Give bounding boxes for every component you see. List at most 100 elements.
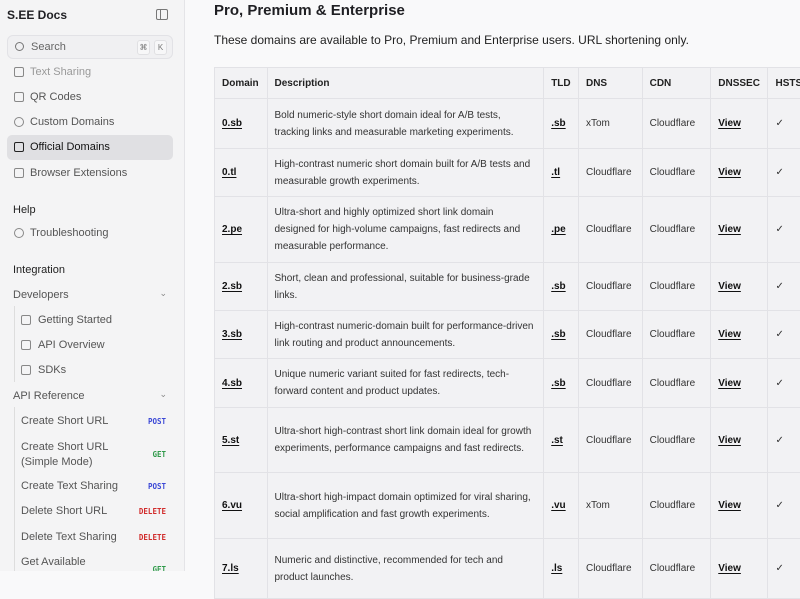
cell-hsts-check: ✓ (768, 408, 800, 473)
cell-domain-link: 0.tl (215, 149, 268, 197)
table-row: 4.sb Unique numeric variant suited for fa… (215, 359, 800, 408)
tld-link[interactable]: .sb (551, 281, 565, 292)
table-row: 2.pe Ultra-short and highly optimized sho… (215, 197, 800, 263)
description: Ultra-short high-contrast short link dom… (275, 426, 532, 454)
cell-cdn-provider: Cloudflare (642, 263, 711, 311)
cell-dnssec-view-link: View (711, 149, 768, 197)
dnssec-view-link[interactable]: View (718, 500, 741, 511)
description: High-contrast numeric-domain built for p… (275, 321, 534, 349)
method-badge: POST (148, 479, 166, 494)
method-badge: GET (152, 447, 166, 462)
domain-link[interactable]: 4.sb (222, 378, 242, 389)
description: Unique numeric variant suited for fast r… (275, 369, 510, 397)
label: Create Short URL (Simple Mode) (21, 441, 108, 468)
sidebar-item-api-overview[interactable]: API Overview (21, 338, 171, 353)
cell-hsts-check: ✓ (768, 263, 800, 311)
description: Bold numeric-style short domain ideal fo… (275, 110, 514, 138)
domain-link[interactable]: 0.tl (222, 167, 236, 178)
description: Ultra-short and highly optimized short l… (275, 207, 521, 252)
dnssec-view-link[interactable]: View (718, 118, 741, 129)
sidebar-item-text-sharing[interactable]: Text Sharing (7, 60, 173, 85)
help-circle-icon (14, 228, 24, 238)
dnssec-view-link[interactable]: View (718, 378, 741, 389)
cell-dns-provider: Cloudflare (578, 149, 642, 197)
column-header: CDN (642, 68, 711, 99)
search-placeholder: Search (31, 41, 66, 53)
cell-dns-provider: Cloudflare (578, 539, 642, 599)
hsts-check: ✓ (775, 224, 783, 235)
tld-link[interactable]: .ls (551, 563, 562, 574)
group-developers[interactable]: Developers⌄ (13, 289, 173, 301)
tld-link[interactable]: .st (551, 435, 563, 446)
cell-domain-link: 6.vu (215, 473, 268, 539)
sidebar-item-official-domains[interactable]: Official Domains (7, 135, 173, 160)
cdn-provider: Cloudflare (650, 167, 696, 178)
sidebar-item-getting-started[interactable]: Getting Started (21, 313, 171, 328)
intro-text: These domains are available to Pro, Prem… (214, 33, 689, 47)
method-badge: DELETE (139, 504, 166, 519)
dnssec-view-link[interactable]: View (718, 224, 741, 235)
puzzle-icon (14, 168, 24, 178)
cell-description: Ultra-short and highly optimized short l… (267, 197, 544, 263)
package-icon (21, 365, 31, 375)
dnssec-view-link[interactable]: View (718, 563, 741, 574)
hsts-check: ✓ (775, 563, 783, 574)
domain-link[interactable]: 7.ls (222, 563, 239, 574)
chevron-down-icon: ⌄ (159, 288, 167, 299)
dns-provider: Cloudflare (586, 435, 632, 446)
cell-cdn-provider: Cloudflare (642, 311, 711, 359)
dnssec-view-link[interactable]: View (718, 329, 741, 340)
cell-domain-link: 4.sb (215, 359, 268, 408)
domain-link[interactable]: 0.sb (222, 118, 242, 129)
dns-provider: Cloudflare (586, 167, 632, 178)
hsts-check: ✓ (775, 378, 783, 389)
dns-provider: Cloudflare (586, 281, 632, 292)
search-input[interactable]: Search ⌘ K (7, 35, 173, 59)
tld-link[interactable]: .tl (551, 167, 560, 178)
book-icon (21, 340, 31, 350)
tld-link[interactable]: .sb (551, 118, 565, 129)
tld-link[interactable]: .sb (551, 329, 565, 340)
domain-link[interactable]: 5.st (222, 435, 239, 446)
dnssec-view-link[interactable]: View (718, 167, 741, 178)
cell-hsts-check: ✓ (768, 359, 800, 408)
cell-dnssec-view-link: View (711, 311, 768, 359)
tld-link[interactable]: .pe (551, 224, 565, 235)
sidebar-item-browser-extensions[interactable]: Browser Extensions (7, 161, 173, 186)
api-item[interactable]: Get Available Domains forGET (21, 555, 171, 571)
sidebar-item-troubleshooting[interactable]: Troubleshooting (7, 221, 173, 246)
dnssec-view-link[interactable]: View (718, 435, 741, 446)
description: Ultra-short high-impact domain optimized… (275, 492, 531, 520)
search-icon (15, 42, 24, 51)
sidebar-toggle-icon[interactable] (156, 9, 168, 20)
api-item[interactable]: Create Short URL (Simple Mode) GET (21, 440, 171, 470)
sidebar-item-qr-codes[interactable]: QR Codes (7, 85, 173, 110)
cdn-provider: Cloudflare (650, 224, 696, 235)
dns-provider: Cloudflare (586, 224, 632, 235)
column-header: DNS (578, 68, 642, 99)
dnssec-view-link[interactable]: View (718, 281, 741, 292)
cell-tld-link: .vu (544, 473, 579, 539)
method-badge: POST (148, 414, 166, 429)
cell-dnssec-view-link: View (711, 473, 768, 539)
domain-link[interactable]: 2.sb (222, 281, 242, 292)
cell-description: Ultra-short high-contrast short link dom… (267, 408, 544, 473)
tld-link[interactable]: .vu (551, 500, 565, 511)
section-help: Help (13, 204, 36, 216)
tld-link[interactable]: .sb (551, 378, 565, 389)
cell-dnssec-view-link: View (711, 197, 768, 263)
cell-cdn-provider: Cloudflare (642, 359, 711, 408)
domain-link[interactable]: 2.pe (222, 224, 242, 235)
domain-link[interactable]: 6.vu (222, 500, 242, 511)
cdn-provider: Cloudflare (650, 563, 696, 574)
domain-link[interactable]: 3.sb (222, 329, 242, 340)
sidebar-item-custom-domains[interactable]: Custom Domains (7, 110, 173, 135)
sidebar-item-sdks[interactable]: SDKs (21, 363, 171, 378)
hsts-check: ✓ (775, 281, 783, 292)
table-row: 6.vu Ultra-short high-impact domain optim… (215, 473, 800, 539)
group-api-reference[interactable]: API Reference⌄ (13, 390, 173, 402)
